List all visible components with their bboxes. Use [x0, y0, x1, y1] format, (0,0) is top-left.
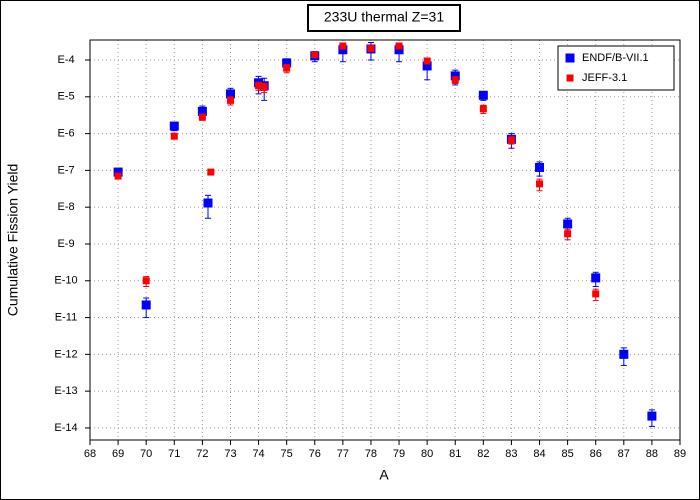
- point: [114, 172, 122, 180]
- x-tick-label: 76: [309, 448, 321, 460]
- y-tick-label: E-6: [57, 128, 74, 140]
- y-tick-label: E-8: [57, 201, 74, 213]
- y-tick-label: E-12: [54, 348, 77, 360]
- x-tick-label: 86: [590, 448, 602, 460]
- x-tick-label: 75: [281, 448, 293, 460]
- x-tick-label: 83: [505, 448, 517, 460]
- point: [478, 90, 488, 100]
- point: [450, 71, 460, 81]
- legend-swatch: [565, 53, 575, 63]
- point: [170, 132, 178, 140]
- x-tick-label: 81: [449, 448, 461, 460]
- y-tick-label: E-5: [57, 91, 74, 103]
- point: [282, 58, 292, 68]
- point: [563, 219, 573, 229]
- point: [367, 44, 375, 52]
- y-tick-label: E-4: [57, 54, 74, 66]
- point: [169, 121, 179, 131]
- point: [591, 273, 601, 283]
- plot-area: [90, 40, 680, 440]
- y-tick-label: E-13: [54, 385, 77, 397]
- chart-title: 233U thermal Z=31: [324, 9, 444, 25]
- plot-border: [89, 39, 681, 441]
- point: [197, 106, 207, 116]
- point: [507, 136, 515, 144]
- point: [422, 61, 432, 71]
- point: [255, 82, 263, 90]
- x-tick-label: 85: [561, 448, 573, 460]
- point: [564, 230, 572, 238]
- point: [260, 83, 268, 91]
- point: [451, 76, 459, 84]
- point: [142, 277, 150, 285]
- point: [536, 180, 544, 188]
- point: [619, 349, 629, 359]
- x-tick-label: 78: [365, 448, 377, 460]
- y-tick-label: E-14: [54, 422, 77, 434]
- x-tick-label: 68: [84, 448, 96, 460]
- title-box: [307, 4, 461, 32]
- legend-label: ENDF/B-VII.1: [582, 52, 649, 64]
- point: [207, 168, 215, 176]
- y-axis-label: Cumulative Fission Yield: [5, 164, 21, 317]
- x-tick-label: 88: [646, 448, 658, 460]
- point: [226, 96, 234, 104]
- x-tick-label: 73: [224, 448, 236, 460]
- point: [535, 162, 545, 172]
- point: [395, 42, 403, 50]
- point: [311, 51, 319, 59]
- point: [203, 198, 213, 208]
- x-tick-label: 70: [140, 448, 152, 460]
- legend-swatch: [566, 74, 574, 82]
- point: [338, 45, 348, 55]
- point: [113, 167, 123, 177]
- x-axis-label: A: [379, 467, 389, 483]
- point: [225, 89, 235, 99]
- point: [647, 411, 657, 421]
- point: [423, 57, 431, 65]
- x-tick-label: 69: [112, 448, 124, 460]
- y-tick-label: E-7: [57, 164, 74, 176]
- x-tick-label: 74: [252, 448, 264, 460]
- point: [592, 290, 600, 298]
- x-tick-label: 80: [421, 448, 433, 460]
- x-tick-label: 84: [533, 448, 545, 460]
- point: [283, 64, 291, 72]
- y-tick-label: E-11: [55, 311, 77, 323]
- x-tick-label: 87: [618, 448, 630, 460]
- x-tick-label: 71: [168, 448, 180, 460]
- point: [141, 300, 151, 310]
- y-tick-label: E-9: [57, 238, 74, 250]
- x-tick-label: 82: [477, 448, 489, 460]
- x-tick-label: 79: [393, 448, 405, 460]
- point: [339, 42, 347, 50]
- legend: [557, 45, 675, 91]
- x-tick-label: 72: [196, 448, 208, 460]
- point: [479, 105, 487, 113]
- x-tick-label: 89: [674, 448, 686, 460]
- point: [394, 45, 404, 55]
- x-tick-label: 77: [337, 448, 349, 460]
- point: [198, 113, 206, 121]
- y-tick-label: E-10: [54, 275, 77, 287]
- legend-label: JEFF-3.1: [582, 72, 627, 84]
